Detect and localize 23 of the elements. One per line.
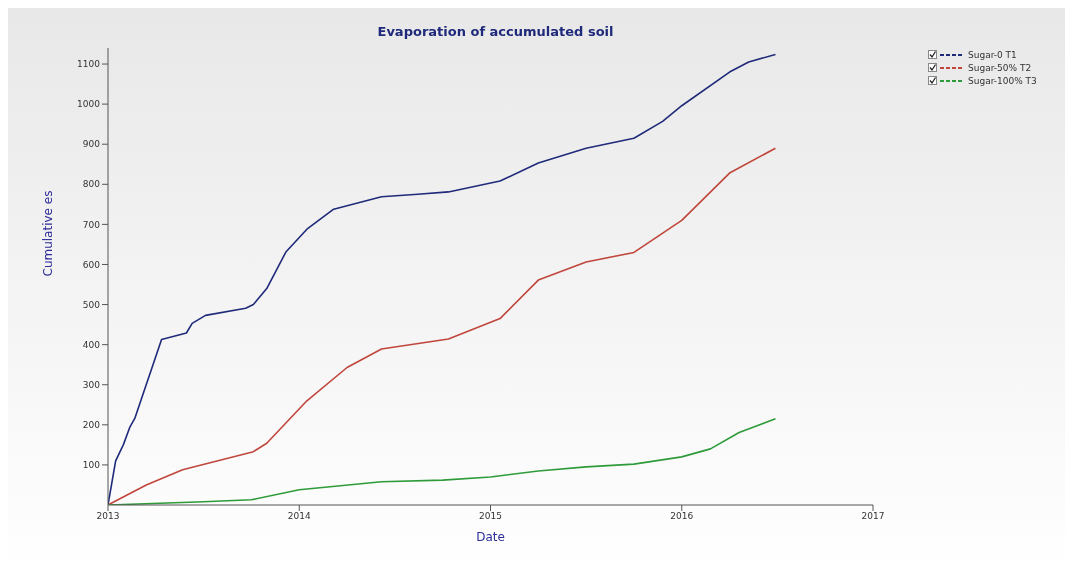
y-tick-label: 800 xyxy=(82,179,101,190)
x-tick-label: 2016 xyxy=(670,511,694,522)
x-tick-label: 2017 xyxy=(861,511,885,522)
chart-title: Evaporation of accumulated soil xyxy=(376,24,615,39)
y-tick-label: 1100 xyxy=(77,59,101,70)
y-tick-label: 100 xyxy=(82,460,101,471)
y-tick-label: 500 xyxy=(82,299,101,310)
line-series xyxy=(108,147,777,505)
y-tick-label: 200 xyxy=(82,420,101,431)
legend-label: Sugar-50% T2 xyxy=(968,62,1032,73)
y-tick-label: 900 xyxy=(82,139,101,150)
legend-label: Sugar-0 T1 xyxy=(968,49,1017,60)
x-tick-label: 2014 xyxy=(287,511,311,522)
y-tick-label: 1000 xyxy=(77,99,101,110)
y-tick-label: 700 xyxy=(82,219,101,230)
y-tick-label: 300 xyxy=(82,379,101,390)
x-tick-label: 2013 xyxy=(96,511,120,522)
x-axis-title: Date xyxy=(476,530,505,544)
x-tick-label: 2015 xyxy=(479,511,502,522)
y-axis-title: Cumulative es xyxy=(41,190,56,277)
legend-label: Sugar-100% T3 xyxy=(968,75,1037,86)
y-tick-label: 600 xyxy=(82,259,101,270)
y-tick-label: 400 xyxy=(82,339,101,350)
